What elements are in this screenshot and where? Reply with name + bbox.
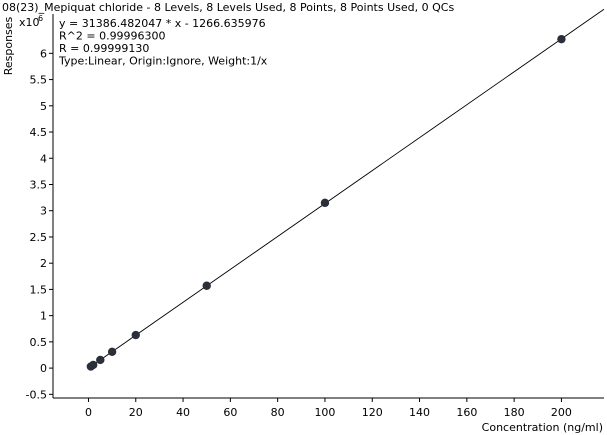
y-tick-label: -0.5	[26, 388, 47, 401]
x-tick-label: 100	[314, 406, 335, 419]
data-point	[320, 198, 330, 208]
fit-annotation-line: R^2 = 0.99996300	[59, 30, 166, 43]
y-tick-label: 1.5	[30, 283, 48, 296]
data-point	[131, 330, 140, 340]
y-multiplier-exponent: 6	[38, 14, 43, 23]
x-tick-label: 140	[409, 406, 430, 419]
x-axis-label: Concentration (ng/ml)	[482, 421, 603, 434]
y-tick-label: 4.5	[30, 126, 48, 139]
y-tick-label: 5	[40, 100, 47, 113]
x-tick-label: 180	[504, 406, 525, 419]
data-point	[557, 34, 566, 44]
chart-title: 08(23)_Mepiquat chloride - 8 Levels, 8 L…	[2, 1, 455, 14]
y-tick-label: 1	[40, 310, 47, 323]
fit-line	[88, 8, 605, 369]
fit-annotation-line: y = 31386.482047 * x - 1266.635976	[59, 17, 266, 30]
x-tick-label: 80	[271, 406, 285, 419]
x-tick-label: 200	[551, 406, 572, 419]
x-tick-label: 60	[223, 406, 237, 419]
data-point	[107, 347, 117, 357]
y-axis-label: Responses	[2, 16, 15, 75]
y-tick-label: 5.5	[30, 74, 48, 87]
y-tick-label: 2.5	[30, 231, 48, 244]
x-tick-label: 40	[176, 406, 190, 419]
y-tick-label: 2	[40, 257, 47, 270]
fit-annotation-line: R = 0.99999130	[59, 42, 149, 55]
x-tick-label: 160	[456, 406, 477, 419]
x-tick-label: 0	[85, 406, 92, 419]
y-tick-label: 3.5	[30, 178, 48, 191]
y-tick-label: 0.5	[30, 336, 48, 349]
y-tick-label: 0	[40, 362, 47, 375]
x-tick-label: 20	[129, 406, 143, 419]
x-tick-label: 120	[362, 406, 383, 419]
y-tick-label: 3	[40, 205, 47, 218]
fit-annotation-line: Type:Linear, Origin:Ignore, Weight:1/x	[58, 55, 268, 68]
y-multiplier-label: x10	[19, 16, 40, 29]
y-tick-label: 6	[40, 47, 47, 60]
data-point	[202, 281, 211, 290]
data-point	[89, 360, 98, 370]
data-point	[96, 355, 105, 365]
y-tick-label: 4	[40, 152, 47, 165]
